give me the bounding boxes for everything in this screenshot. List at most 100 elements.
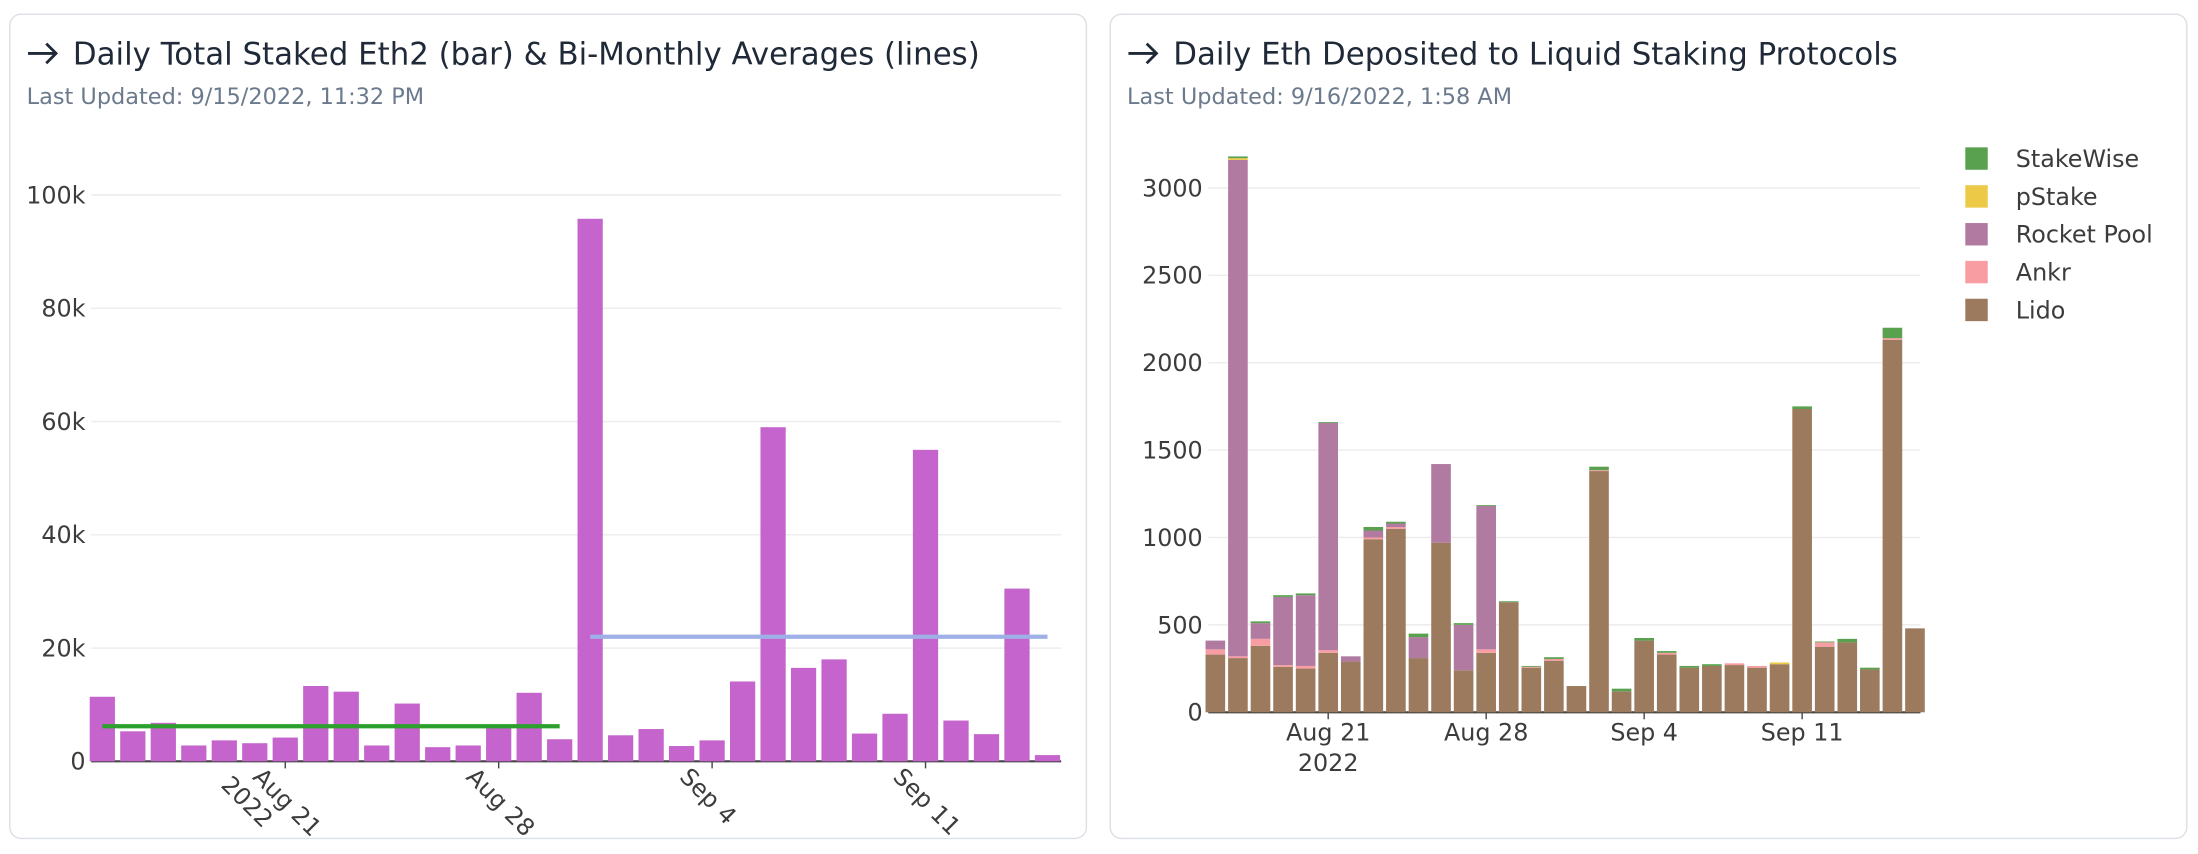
bar-segment (1453, 624, 1474, 671)
bar-segment (1431, 542, 1451, 713)
chart-subtitle: Last Updated: 9/16/2022, 1:58 AM (1127, 84, 1512, 110)
bar-segment (1476, 505, 1496, 507)
legend-label: Ankr (2016, 259, 2071, 287)
bar-segment (1318, 422, 1339, 423)
bar (729, 681, 756, 762)
bar (547, 739, 573, 762)
chart-title[interactable]: Daily Eth Deposited to Liquid Staking Pr… (1173, 37, 1898, 73)
x-tick-label-line: 2022 (1298, 749, 1359, 777)
bar-segment (1882, 338, 1903, 340)
bar-segment (1589, 470, 1609, 472)
bar-segment (1724, 663, 1745, 666)
x-tick-label: Sep 11 (1761, 718, 1844, 746)
chart-subtitle: Last Updated: 9/15/2022, 11:32 PM (27, 84, 425, 110)
bar-segment (1318, 652, 1339, 713)
bar (790, 667, 817, 762)
bar-segment (1747, 665, 1767, 668)
bar-segment (1273, 595, 1293, 597)
bar (608, 735, 634, 762)
y-tick-label: 3000 (1142, 174, 1203, 202)
bar-segment (1792, 409, 1812, 713)
bar (638, 729, 664, 762)
bar-segment (1882, 339, 1903, 713)
legend-swatch (1965, 185, 1988, 208)
bar-segment (1250, 623, 1271, 639)
y-tick-label: 0 (70, 748, 85, 776)
bar (181, 745, 207, 762)
bar-segment (1250, 645, 1271, 713)
y-tick-label: 40k (41, 521, 85, 549)
bar (150, 722, 176, 762)
bar-segment (1611, 691, 1632, 713)
arrow-icon[interactable] (28, 42, 59, 65)
bar-segment (1544, 660, 1564, 713)
bar-segment (1273, 666, 1293, 713)
bar (760, 427, 786, 762)
bar-segment (1228, 159, 1248, 657)
bar-segment (1679, 667, 1700, 713)
bar-segment (1498, 602, 1519, 713)
y-tick-label: 0 (1188, 699, 1203, 727)
legend-swatch (1965, 260, 1988, 284)
bar-segment (1769, 662, 1790, 665)
bar-segment (1882, 327, 1903, 339)
y-tick-label: 1500 (1142, 436, 1203, 464)
bar-segment (1228, 158, 1248, 160)
legend-swatch (1965, 223, 1988, 246)
bar-segment (1589, 466, 1609, 471)
bar-segment (1363, 537, 1384, 540)
bar-segment (1589, 471, 1609, 713)
bar-segment (1228, 658, 1248, 713)
bar-segment (1205, 649, 1226, 655)
bar-segment (1792, 406, 1812, 410)
x-tick-label: Sep 4 (1610, 718, 1678, 746)
bar-segment (1860, 667, 1880, 670)
legend-swatch (1965, 147, 1988, 170)
x-tick-label: Aug 28 (1444, 718, 1528, 746)
bar-segment (1340, 661, 1361, 713)
bar-segment (1476, 652, 1496, 713)
bar-segment (1295, 593, 1316, 596)
bar (851, 733, 878, 762)
bar-segment (1363, 539, 1384, 713)
bar-segment (1814, 646, 1835, 713)
bar (669, 746, 695, 762)
bar-segment (1814, 641, 1835, 643)
bar-segment (1634, 640, 1654, 713)
legend-label: StakeWise (2016, 145, 2139, 173)
y-tick-label: 100k (26, 181, 85, 209)
bar-segment (1702, 665, 1722, 713)
bar (912, 449, 939, 762)
bar-segment (1408, 637, 1429, 659)
legend-label: Rocket Pool (2016, 221, 2153, 249)
bar-segment (1814, 642, 1835, 647)
bar-segment (1408, 658, 1429, 713)
bar (242, 743, 268, 762)
bar-segment (1837, 638, 1858, 643)
bar (943, 720, 969, 762)
bar-segment (1205, 654, 1226, 713)
bar-segment (1386, 521, 1406, 524)
bar (486, 724, 512, 762)
bar-segment (1905, 628, 1925, 713)
bar-segment (1634, 637, 1654, 641)
bar (973, 734, 1000, 762)
bar-segment (1453, 623, 1474, 625)
bar-segment (1453, 670, 1474, 713)
arrow-icon[interactable] (1128, 42, 1159, 65)
bar-segment (1273, 596, 1293, 666)
chart-title[interactable]: Daily Total Staked Eth2 (bar) & Bi-Month… (73, 37, 980, 73)
bar-segment (1250, 621, 1271, 624)
bar (303, 686, 329, 762)
bar-segment (1228, 156, 1248, 159)
y-tick-label: 80k (41, 295, 85, 323)
bar-segment (1228, 656, 1248, 659)
chart: 0 500 1000 1500 2000 2500 3000 Aug 21 2022 Aug 28… (1142, 145, 2153, 777)
bar-segment (1702, 664, 1722, 666)
bar (394, 703, 420, 762)
y-tick-label: 20k (41, 634, 85, 662)
legend-swatch (1965, 298, 1988, 322)
bar-segment (1273, 665, 1293, 667)
bar-segment (1363, 526, 1384, 531)
y-tick-label: 2000 (1142, 349, 1203, 377)
